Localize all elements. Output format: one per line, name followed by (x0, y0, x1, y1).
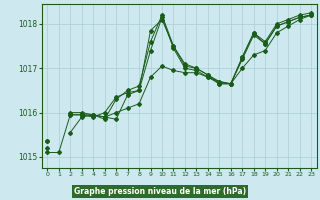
Text: Graphe pression niveau de la mer (hPa): Graphe pression niveau de la mer (hPa) (74, 187, 246, 196)
